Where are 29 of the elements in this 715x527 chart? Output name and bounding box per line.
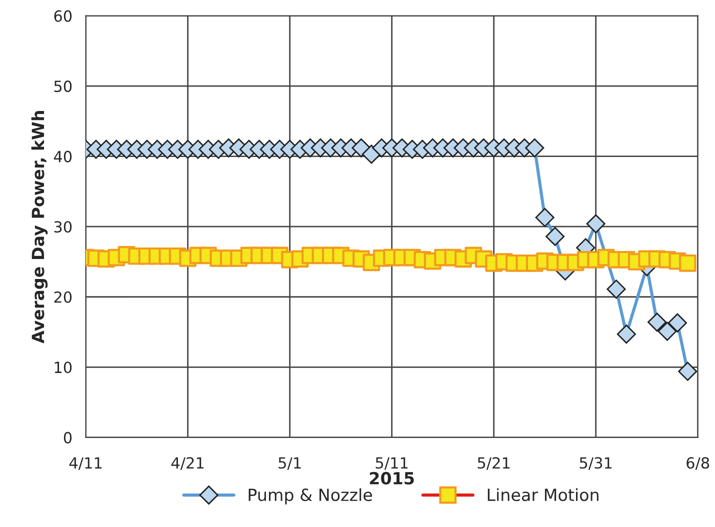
x-tick-label: 6/8 — [686, 457, 710, 470]
y-tick-label: 10 — [54, 362, 72, 374]
y-tick-label: 40 — [54, 150, 72, 162]
point — [525, 138, 544, 158]
point — [648, 312, 667, 332]
legend-label: Pump & Nozzle — [248, 488, 372, 504]
y-tick-label: 0 — [64, 432, 72, 444]
point — [668, 313, 687, 332]
point — [678, 362, 698, 381]
point — [678, 254, 696, 272]
y-tick-label: 50 — [54, 80, 72, 92]
point — [586, 214, 606, 234]
y-tick-label: 60 — [54, 10, 72, 22]
x-tick-label: 5/21 — [478, 457, 510, 470]
x-tick-label: 5/31 — [580, 457, 612, 470]
y-axis-title: Average Day Power, kWh — [31, 111, 48, 344]
legend-label: Linear Motion — [488, 488, 598, 502]
x-tick-label: 4/21 — [171, 457, 204, 470]
x-tick-label: 5/1 — [278, 457, 301, 470]
point — [535, 208, 554, 228]
x-tick-label: 4/11 — [69, 457, 102, 470]
x-axis-title: 2015 — [370, 472, 414, 485]
point — [658, 322, 677, 341]
y-tick-label: 30 — [54, 221, 72, 233]
point — [606, 280, 626, 299]
y-tick-label: 20 — [54, 291, 72, 303]
point — [616, 324, 636, 344]
point — [545, 226, 565, 246]
x-tick-label: 5/11 — [376, 457, 408, 470]
